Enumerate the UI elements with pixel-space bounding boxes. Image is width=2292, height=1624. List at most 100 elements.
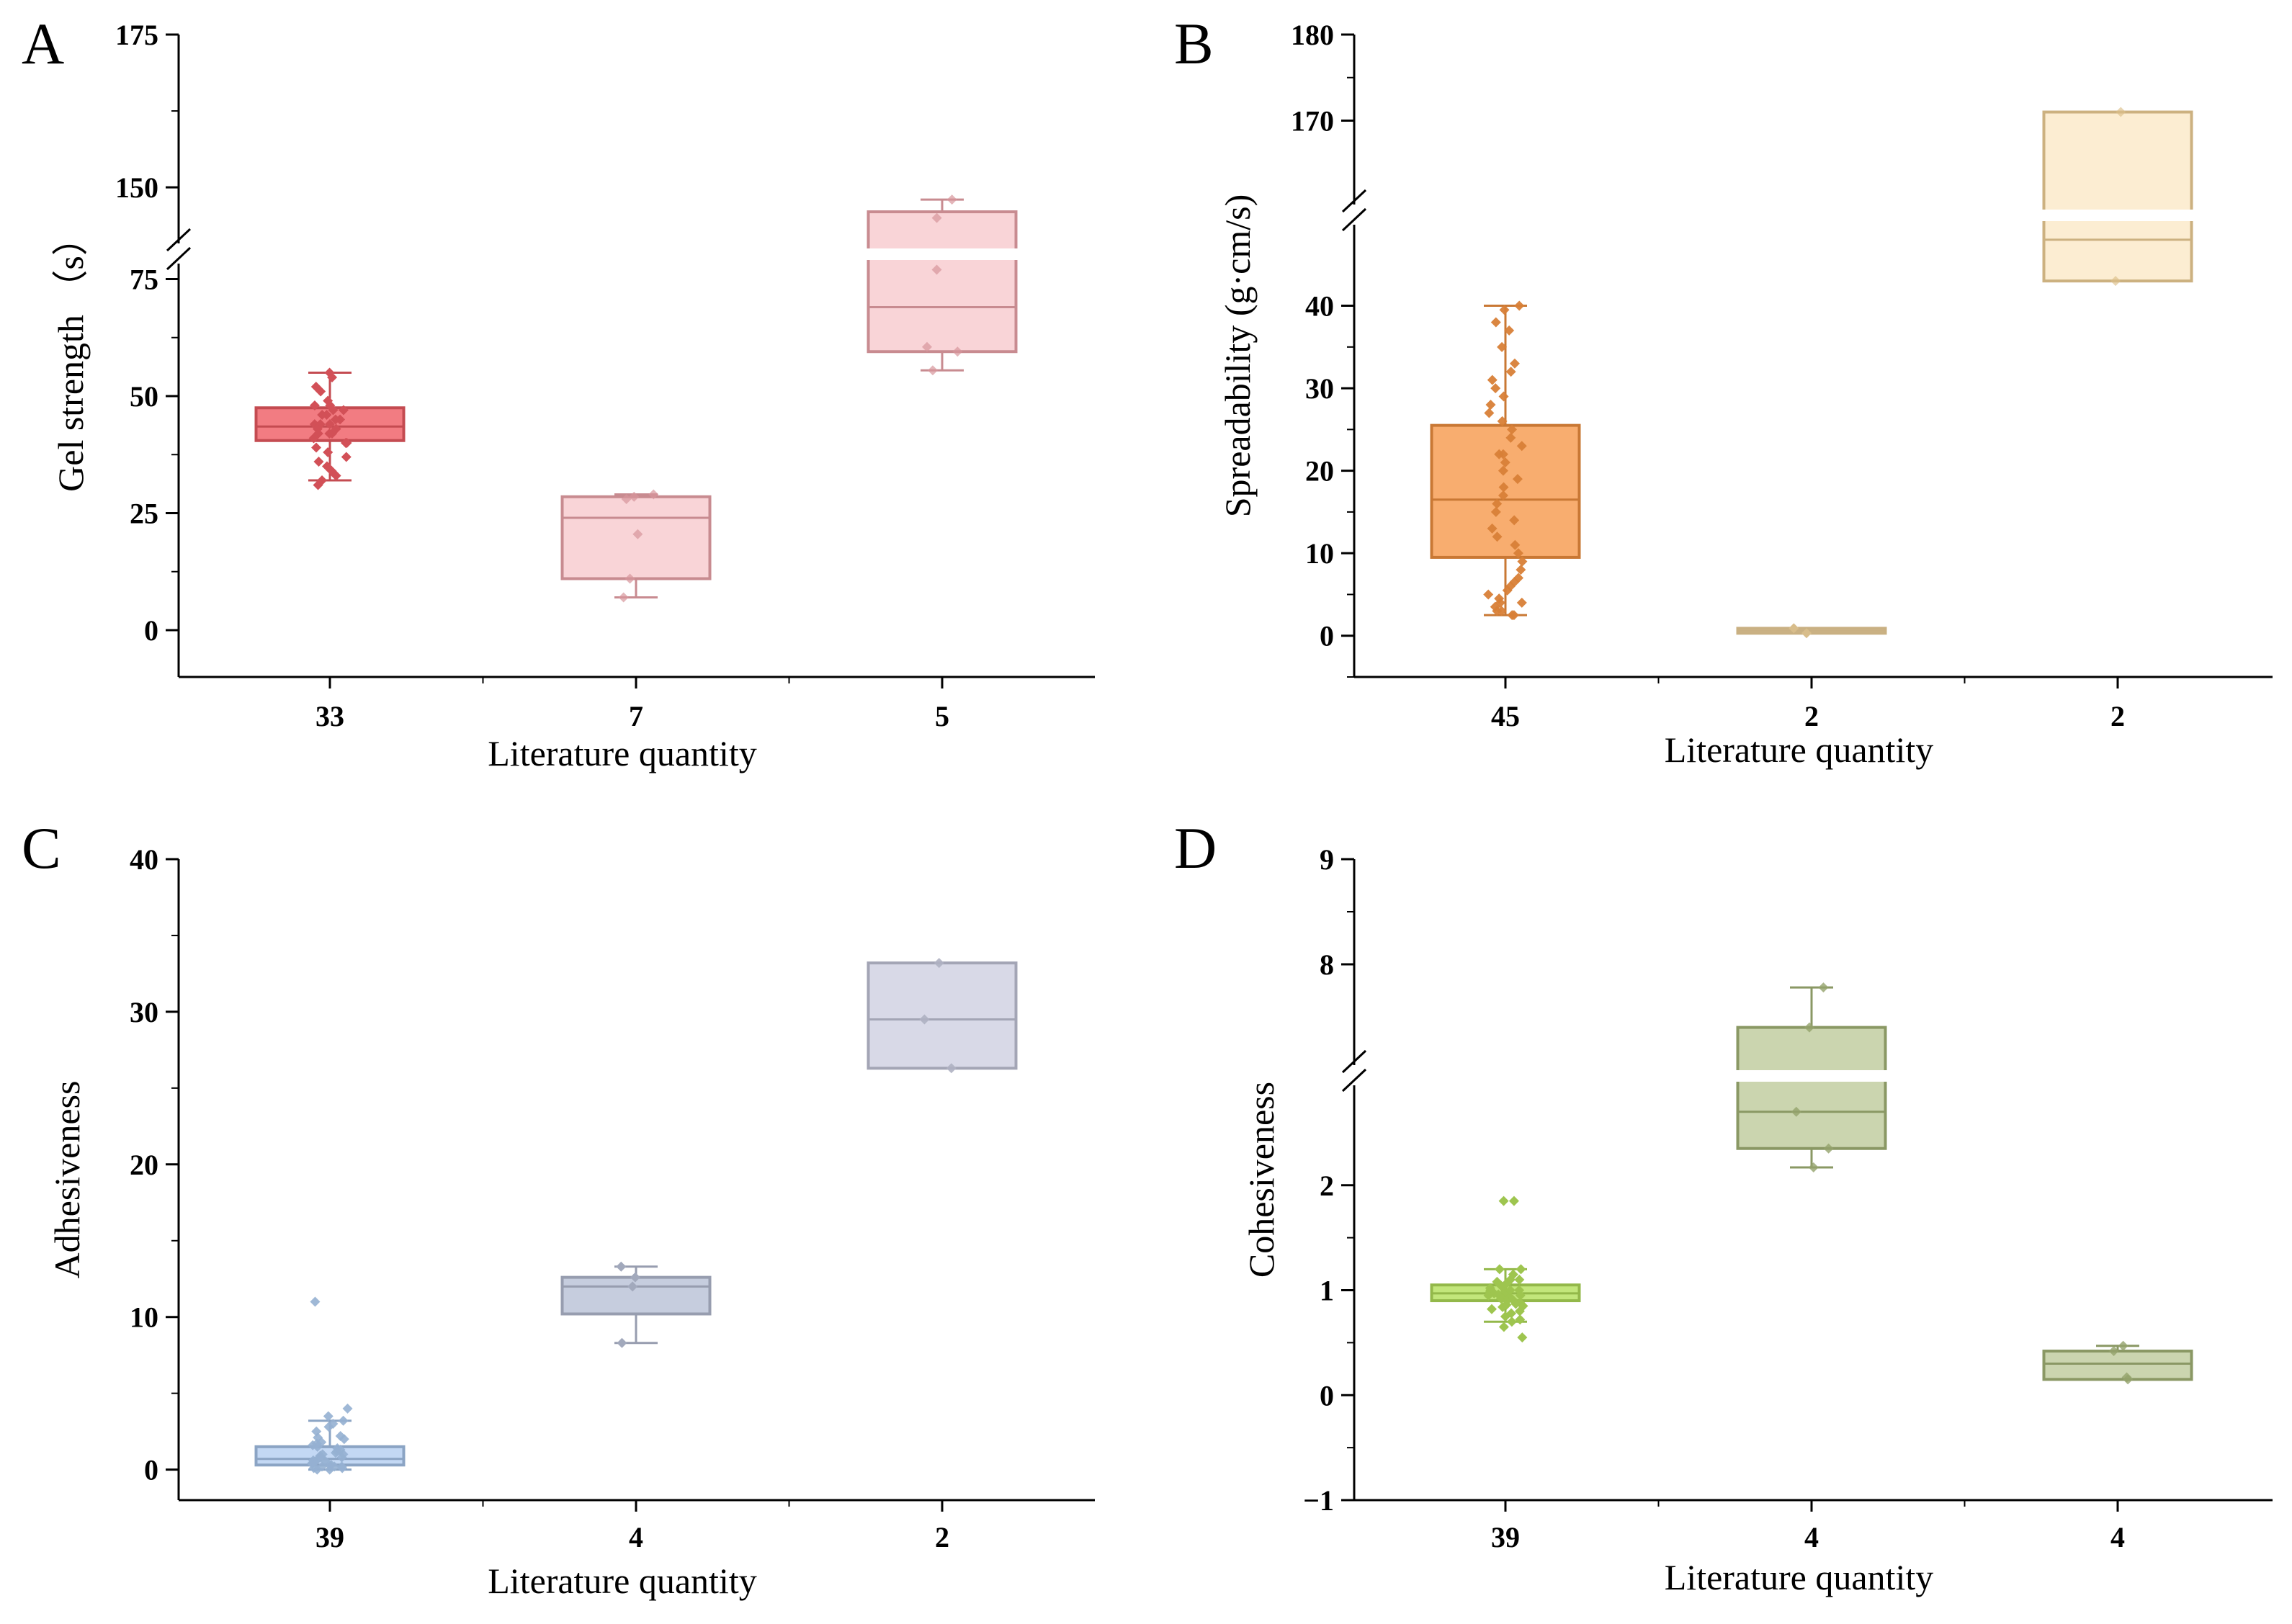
data-point	[308, 433, 319, 444]
data-point	[1513, 548, 1523, 559]
x-tick-label: 4	[2110, 1521, 2125, 1553]
panel-letter: C	[22, 815, 61, 881]
data-point	[1515, 1314, 1526, 1325]
y-tick-label: 50	[130, 380, 158, 413]
y-axis-label: Adhesiveness	[47, 1081, 87, 1279]
data-point	[1500, 457, 1510, 468]
break-gap	[867, 248, 1018, 260]
box-39-1	[254, 1296, 406, 1475]
data-point	[931, 264, 942, 275]
data-point	[1512, 474, 1523, 485]
data-point	[931, 212, 942, 223]
data-point	[927, 365, 938, 376]
box-5-3	[867, 194, 1018, 376]
data-point	[1492, 531, 1503, 542]
data-point	[1516, 597, 1527, 608]
data-point	[2123, 1374, 2134, 1385]
axis-break-mark	[1341, 207, 1367, 232]
data-point	[1499, 305, 1510, 315]
y-tick-label: 25	[130, 498, 158, 530]
y-tick-label: 9	[1320, 843, 1334, 876]
data-point	[338, 1415, 349, 1426]
data-point	[1498, 465, 1508, 476]
data-point	[1517, 1332, 1528, 1343]
data-point	[328, 405, 339, 416]
data-point	[1801, 628, 1812, 639]
x-axis-label: Literature quantity	[488, 733, 756, 773]
data-point	[324, 419, 335, 429]
y-tick-label: 180	[1291, 19, 1334, 51]
data-point	[1509, 358, 1520, 369]
data-point	[627, 1281, 638, 1292]
break-gap	[2042, 210, 2193, 221]
data-point	[630, 1272, 640, 1283]
data-point	[1487, 1304, 1498, 1314]
y-tick-label: 150	[115, 171, 158, 204]
data-point	[1510, 539, 1521, 550]
y-axis-label: Gel strength （s）	[50, 220, 91, 492]
data-point	[1498, 449, 1508, 459]
y-tick-label: 10	[1305, 537, 1334, 570]
data-point	[317, 410, 328, 420]
data-point	[934, 958, 944, 969]
data-point	[1490, 506, 1501, 517]
data-point	[341, 452, 352, 462]
data-point	[1516, 565, 1526, 575]
data-point	[330, 414, 341, 425]
data-point	[1500, 1311, 1510, 1322]
data-point	[618, 592, 629, 603]
data-point	[341, 438, 352, 448]
data-point	[311, 1438, 322, 1449]
panel-D: D −1 0 1 2 8 9 39 4 4 Literature quantity Cohesiven…	[1174, 815, 2273, 1597]
data-point	[1492, 498, 1503, 509]
data-point	[921, 341, 932, 352]
data-point	[323, 447, 333, 457]
data-point	[1505, 1285, 1516, 1296]
data-point	[324, 429, 335, 439]
data-point	[331, 470, 341, 481]
data-point	[1497, 341, 1508, 352]
data-point	[1498, 1322, 1509, 1332]
data-point	[952, 346, 963, 357]
y-axis-label: Cohesiveness	[1241, 1082, 1281, 1278]
y-tick-label: 10	[130, 1301, 158, 1334]
data-point	[1804, 1022, 1815, 1033]
x-tick-label: 2	[935, 1521, 949, 1553]
data-point	[1791, 1106, 1801, 1117]
data-point	[323, 1411, 333, 1422]
data-point	[307, 1458, 318, 1469]
data-point	[648, 489, 659, 500]
data-point	[1789, 623, 1799, 634]
data-point	[616, 1261, 627, 1272]
y-axis-label: Spreadability (g·cm/s)	[1217, 194, 1258, 518]
data-point	[1514, 300, 1525, 311]
x-tick-label: 2	[2110, 700, 2125, 732]
x-tick-label: 7	[629, 700, 643, 732]
data-point	[1483, 1290, 1494, 1301]
x-tick-label: 4	[1804, 1521, 1819, 1553]
x-tick-label: 39	[315, 1521, 344, 1553]
box-7-2	[560, 489, 712, 603]
y-tick-label: 40	[1305, 290, 1334, 323]
data-point	[946, 194, 957, 205]
data-point	[2118, 1340, 2128, 1351]
data-point	[1514, 1274, 1525, 1285]
data-point	[1509, 515, 1520, 526]
data-point	[323, 1422, 334, 1432]
data-point	[2108, 1346, 2119, 1357]
y-tick-label: 170	[1291, 105, 1334, 138]
y-tick-label: 0	[1320, 620, 1334, 652]
data-point	[1484, 408, 1495, 418]
data-point	[1498, 391, 1509, 402]
x-tick-label: 5	[935, 700, 949, 732]
x-tick-label: 2	[1804, 700, 1819, 732]
x-tick-label: 45	[1491, 700, 1520, 732]
data-point	[1487, 374, 1498, 385]
box-body	[867, 210, 1018, 354]
data-point	[1498, 1195, 1509, 1206]
break-gap	[1736, 1070, 1887, 1082]
y-tick-label: 0	[144, 1454, 158, 1486]
data-point	[311, 442, 322, 453]
